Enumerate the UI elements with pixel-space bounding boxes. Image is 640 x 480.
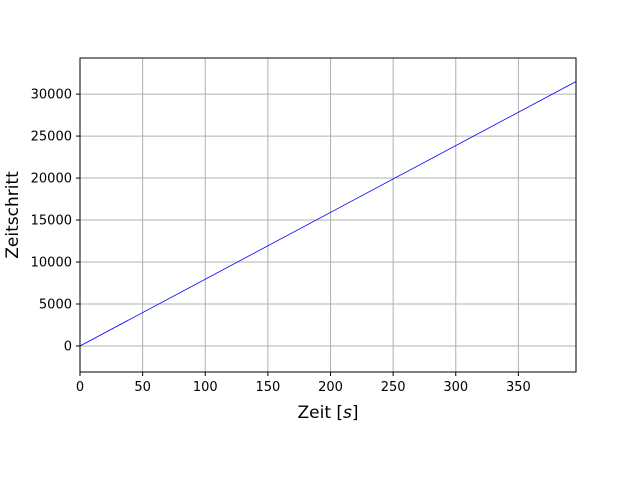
plot-frame xyxy=(79,57,577,373)
y-axis-label: Zeitschritt xyxy=(3,171,23,259)
x-tick-label: 200 xyxy=(318,380,343,395)
y-tick-label: 5000 xyxy=(39,297,72,312)
y-tick-label: 0 xyxy=(64,339,72,354)
y-tick-label: 30000 xyxy=(31,88,72,103)
x-tick-label: 350 xyxy=(506,380,531,395)
grid xyxy=(79,58,576,372)
x-axis: 0 50 100 150 200 250 300 350 xyxy=(76,372,531,395)
y-axis: 0 5000 10000 15000 20000 25000 30000 xyxy=(31,88,80,354)
y-tick-label: 20000 xyxy=(31,172,72,187)
x-axis-label: Zeit [s] xyxy=(297,403,358,423)
x-tick-label: 250 xyxy=(381,380,406,395)
x-axis-label-main: Zeit [ xyxy=(297,403,343,423)
series-line xyxy=(79,81,577,347)
y-tick-label: 10000 xyxy=(31,256,72,271)
y-tick-label: 15000 xyxy=(31,214,72,229)
x-tick-label: 50 xyxy=(134,380,151,395)
x-tick-label: 150 xyxy=(255,380,280,395)
series-group xyxy=(79,81,577,347)
x-axis-label-end: ] xyxy=(352,403,359,423)
x-tick-label: 300 xyxy=(443,380,468,395)
x-axis-label-variable: s xyxy=(343,403,352,423)
y-tick-label: 25000 xyxy=(31,130,72,145)
x-tick-label: 100 xyxy=(193,380,218,395)
x-tick-label: 0 xyxy=(76,380,84,395)
